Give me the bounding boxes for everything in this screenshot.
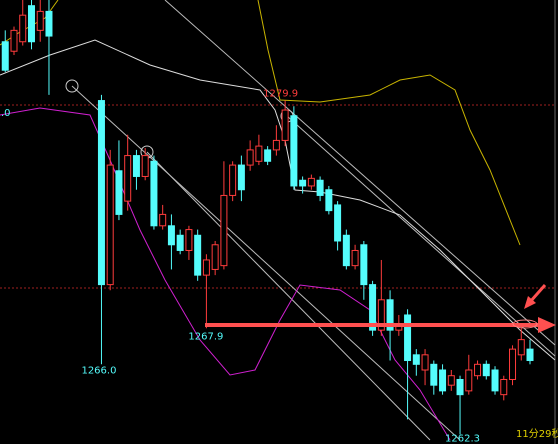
candle-body — [1, 41, 9, 71]
candles — [1, 0, 534, 435]
candle-body — [202, 259, 210, 276]
candle-body — [27, 5, 35, 43]
candle-body — [281, 109, 289, 141]
candle-body — [115, 170, 123, 215]
candle-body — [106, 164, 114, 286]
candle-body — [229, 164, 237, 196]
candle-body — [150, 160, 158, 227]
ma-line — [0, 39, 556, 361]
candle-body — [45, 10, 53, 37]
channel-line — [146, 151, 431, 441]
candle-body — [141, 155, 149, 177]
channel-line — [164, 0, 556, 346]
candle-body — [351, 249, 359, 267]
candle-body — [185, 229, 193, 251]
candle-body — [220, 194, 228, 267]
price-label: 1262.3 — [445, 434, 480, 444]
candle-body — [386, 299, 394, 331]
candle-body — [342, 234, 350, 267]
candle-body — [10, 29, 18, 52]
candle-body — [404, 314, 412, 362]
candle-body — [482, 363, 490, 377]
candle-body — [334, 204, 342, 242]
axis-fragment: .0 — [1, 108, 11, 119]
candle-body — [36, 10, 44, 31]
pointer-head — [524, 296, 536, 309]
candle-body — [377, 299, 385, 331]
candle-body — [167, 225, 175, 246]
candle-body — [97, 100, 105, 286]
candle-body — [500, 378, 508, 396]
candle-body — [369, 284, 377, 331]
arrows — [205, 284, 556, 333]
candle-body — [316, 179, 324, 196]
candle-body — [526, 348, 534, 362]
candle-body — [430, 363, 438, 386]
marker-circle — [65, 79, 79, 93]
candle-body — [211, 244, 219, 270]
channel-line — [286, 115, 556, 357]
candle-body — [176, 234, 184, 251]
candle-body — [19, 14, 27, 43]
candle-body — [439, 369, 447, 392]
candle-body — [159, 213, 167, 227]
timer: 11分29秒 — [516, 427, 558, 440]
candle-body — [124, 155, 132, 202]
candle-body — [299, 179, 307, 187]
price-label: 1279.9 — [263, 89, 298, 100]
candle-body — [237, 164, 245, 191]
candle-body — [447, 375, 455, 386]
ma-line — [0, 107, 451, 441]
candle-body — [456, 378, 464, 396]
candle-body — [194, 234, 202, 276]
price-label: 1267.9 — [188, 331, 223, 342]
candle-body — [290, 115, 298, 187]
pointer-arrow — [528, 284, 547, 303]
ma-line — [257, 0, 521, 246]
channel-line — [71, 85, 461, 441]
candle-body — [509, 348, 517, 380]
marker-ellipse — [512, 319, 538, 329]
candle-body — [264, 149, 272, 162]
candle-body — [474, 363, 482, 377]
candle-body — [491, 369, 499, 392]
candle-body — [132, 155, 140, 177]
candle-body — [412, 354, 420, 365]
candle-body — [517, 339, 525, 356]
candle-body — [325, 189, 333, 212]
candle-body — [421, 354, 429, 371]
candle-body — [465, 369, 473, 392]
candle-body — [360, 244, 368, 286]
candle-body — [246, 149, 254, 166]
candle-body — [255, 145, 263, 162]
candle-body — [307, 177, 315, 187]
price-label: 1266.0 — [81, 365, 116, 376]
candle-body — [272, 139, 280, 151]
arrow-head — [538, 317, 556, 333]
